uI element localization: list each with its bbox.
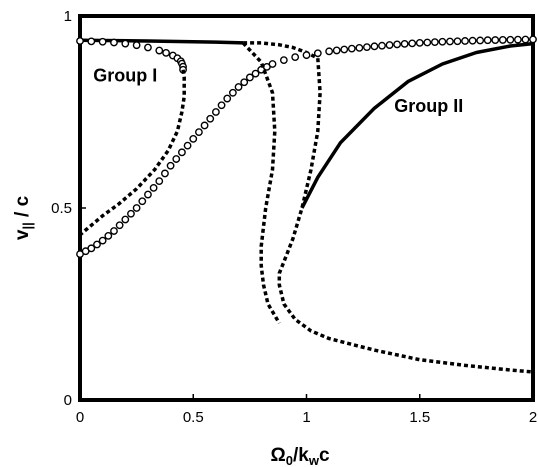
series-circles-4 — [76, 37, 187, 74]
x-tick-label: 2 — [529, 409, 537, 426]
circle-marker — [155, 177, 164, 186]
circle-marker — [166, 161, 175, 170]
circle-marker — [385, 41, 394, 49]
y-axis-title: v|| / c — [12, 195, 35, 240]
circle-marker — [93, 240, 101, 249]
circle-marker — [268, 60, 277, 68]
y-tick-label: 0.5 — [51, 200, 72, 217]
circle-marker — [362, 43, 371, 52]
circle-marker — [121, 39, 130, 48]
circle-marker — [87, 244, 96, 253]
series-line-6 — [241, 41, 281, 325]
circle-marker — [178, 148, 186, 157]
circle-marker — [189, 134, 198, 143]
circle-marker — [161, 169, 169, 178]
circle-marker — [498, 36, 507, 44]
circle-marker — [483, 36, 492, 45]
circle-marker — [228, 88, 237, 97]
axis-ticks: 0 0.5 1 1.5 2 0 0.5 1 — [51, 8, 537, 426]
circle-marker — [468, 36, 477, 45]
circle-marker — [200, 121, 209, 130]
circle-marker — [514, 35, 522, 44]
circle-marker — [240, 78, 249, 87]
annotations: Group I Group II — [93, 65, 463, 116]
circle-marker — [423, 38, 432, 47]
circle-marker — [251, 69, 260, 78]
circle-marker — [279, 56, 288, 65]
y-tick-label: 1 — [64, 8, 72, 25]
circle-marker — [302, 51, 311, 60]
circle-marker — [110, 227, 118, 235]
circle-marker — [506, 35, 515, 44]
circle-marker — [211, 108, 220, 116]
circle-marker — [127, 209, 135, 218]
circle-marker — [291, 53, 300, 61]
circle-marker — [132, 204, 141, 212]
x-axis-title-sub: 0 — [286, 453, 293, 467]
circle-marker — [76, 37, 84, 45]
circle-marker — [408, 39, 417, 48]
y-axis-title-sub: || — [20, 222, 35, 229]
circle-marker — [453, 37, 462, 46]
circle-marker — [378, 41, 386, 50]
circle-marker — [144, 190, 152, 199]
circle-marker — [325, 47, 334, 56]
circle-marker — [370, 42, 379, 51]
circle-marker — [104, 231, 113, 240]
circle-marker — [491, 36, 500, 44]
circle-marker — [110, 38, 118, 47]
circle-marker — [98, 236, 107, 245]
circle-marker — [245, 73, 254, 82]
circle-marker — [87, 37, 96, 46]
circle-marker — [217, 101, 226, 110]
x-tick-label: 1 — [302, 409, 310, 426]
series-line-7 — [300, 41, 534, 209]
annotation-label: Group I — [93, 65, 157, 85]
circle-marker — [155, 46, 164, 55]
x-tick-label: 0.5 — [183, 409, 204, 426]
series-line-2 — [277, 58, 534, 374]
circle-marker — [461, 37, 469, 45]
circle-marker — [234, 83, 243, 91]
circle-marker — [172, 155, 181, 163]
circle-marker — [115, 221, 124, 230]
circle-marker — [138, 197, 147, 206]
circle-marker — [144, 43, 152, 52]
circle-marker — [340, 45, 349, 54]
series-layer — [76, 35, 537, 374]
circle-marker — [206, 114, 215, 123]
circle-marker — [430, 38, 439, 47]
circle-marker — [183, 141, 192, 150]
circle-marker — [149, 183, 158, 192]
circle-marker — [521, 35, 530, 44]
circle-marker — [393, 40, 401, 49]
annotation-label: Group II — [394, 96, 463, 116]
circle-marker — [438, 37, 447, 46]
x-tick-label: 1.5 — [409, 409, 430, 426]
circle-marker — [446, 37, 454, 46]
x-axis-title: Ω0/kwc — [270, 445, 329, 467]
circle-marker — [347, 44, 356, 53]
series-line-5 — [78, 69, 186, 237]
circle-marker — [121, 215, 130, 224]
circle-marker — [132, 41, 141, 50]
circle-marker — [313, 49, 322, 58]
circle-marker — [162, 48, 170, 57]
circle-marker — [332, 46, 341, 55]
circle-marker — [476, 36, 485, 45]
circle-marker — [223, 94, 232, 103]
circle-marker — [415, 38, 424, 47]
x-tick-label: 0 — [76, 409, 84, 426]
circle-marker — [98, 37, 107, 46]
circle-marker — [355, 43, 364, 52]
circle-marker — [529, 35, 537, 44]
circle-marker — [195, 128, 203, 137]
y-tick-label: 0 — [64, 392, 72, 409]
circle-marker — [400, 40, 409, 48]
